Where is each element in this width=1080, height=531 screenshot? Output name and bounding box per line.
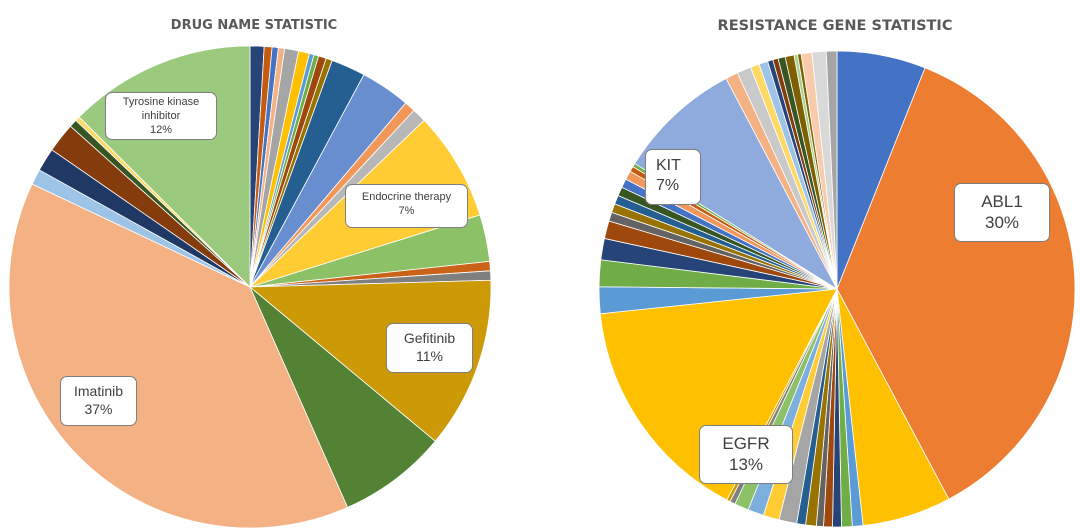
drug-name-chart: DRUG NAME STATISTIC Tyrosine kinase inhi… [8, 18, 492, 529]
callout-endocrine-therapy: Endocrine therapy 7% [345, 184, 468, 228]
callout-label: Imatinib [73, 383, 124, 399]
pie-slice-egfr [599, 288, 838, 501]
callout-tyrosine-kinase-inhibitor: Tyrosine kinase inhibitor 12% [105, 92, 217, 140]
callout-label-line-2: inhibitor [141, 109, 181, 122]
callout-label-line-1: Tyrosine kinase [122, 96, 200, 108]
callout-egfr: EGFR 13% [699, 425, 793, 484]
pie-slice-20 [249, 286, 436, 508]
callout-percent: 30% [984, 213, 1020, 233]
callout-percent: 37% [84, 400, 113, 417]
callout-percent: 12% [149, 123, 173, 136]
callout-gefitinib: Gefitinib 11% [386, 323, 473, 373]
callout-label: EGFR [722, 434, 770, 453]
callout-percent: 7% [656, 177, 680, 194]
pie-slice-imatinib [8, 183, 349, 529]
callout-percent: 11% [416, 347, 443, 364]
callout-percent: 13% [728, 455, 764, 475]
callout-abl1: ABL1 30% [954, 183, 1050, 242]
pie-slice-kit [634, 77, 839, 291]
chart-title: DRUG NAME STATISTIC [170, 18, 338, 33]
callout-kit: KIT 7% [645, 149, 701, 205]
callout-label: KIT [656, 157, 681, 174]
callout-percent: 7% [398, 204, 415, 217]
resistance-gene-chart: RESISTANCE GENE STATISTIC KIT 7% ABL1 30… [540, 0, 1080, 531]
chart-title: RESISTANCE GENE STATISTIC [717, 18, 953, 34]
callout-imatinib: Imatinib 37% [60, 376, 137, 426]
callout-label: Endocrine therapy [361, 191, 452, 203]
callout-label: ABL1 [981, 192, 1023, 211]
pie-slice-gefitinib [248, 279, 492, 442]
pie-slice-abl1 [836, 67, 1076, 500]
pie-slice-43 [825, 50, 838, 290]
gene-pie [598, 50, 1076, 528]
callout-label: Gefitinib [403, 330, 456, 346]
drug-pie [8, 45, 492, 529]
